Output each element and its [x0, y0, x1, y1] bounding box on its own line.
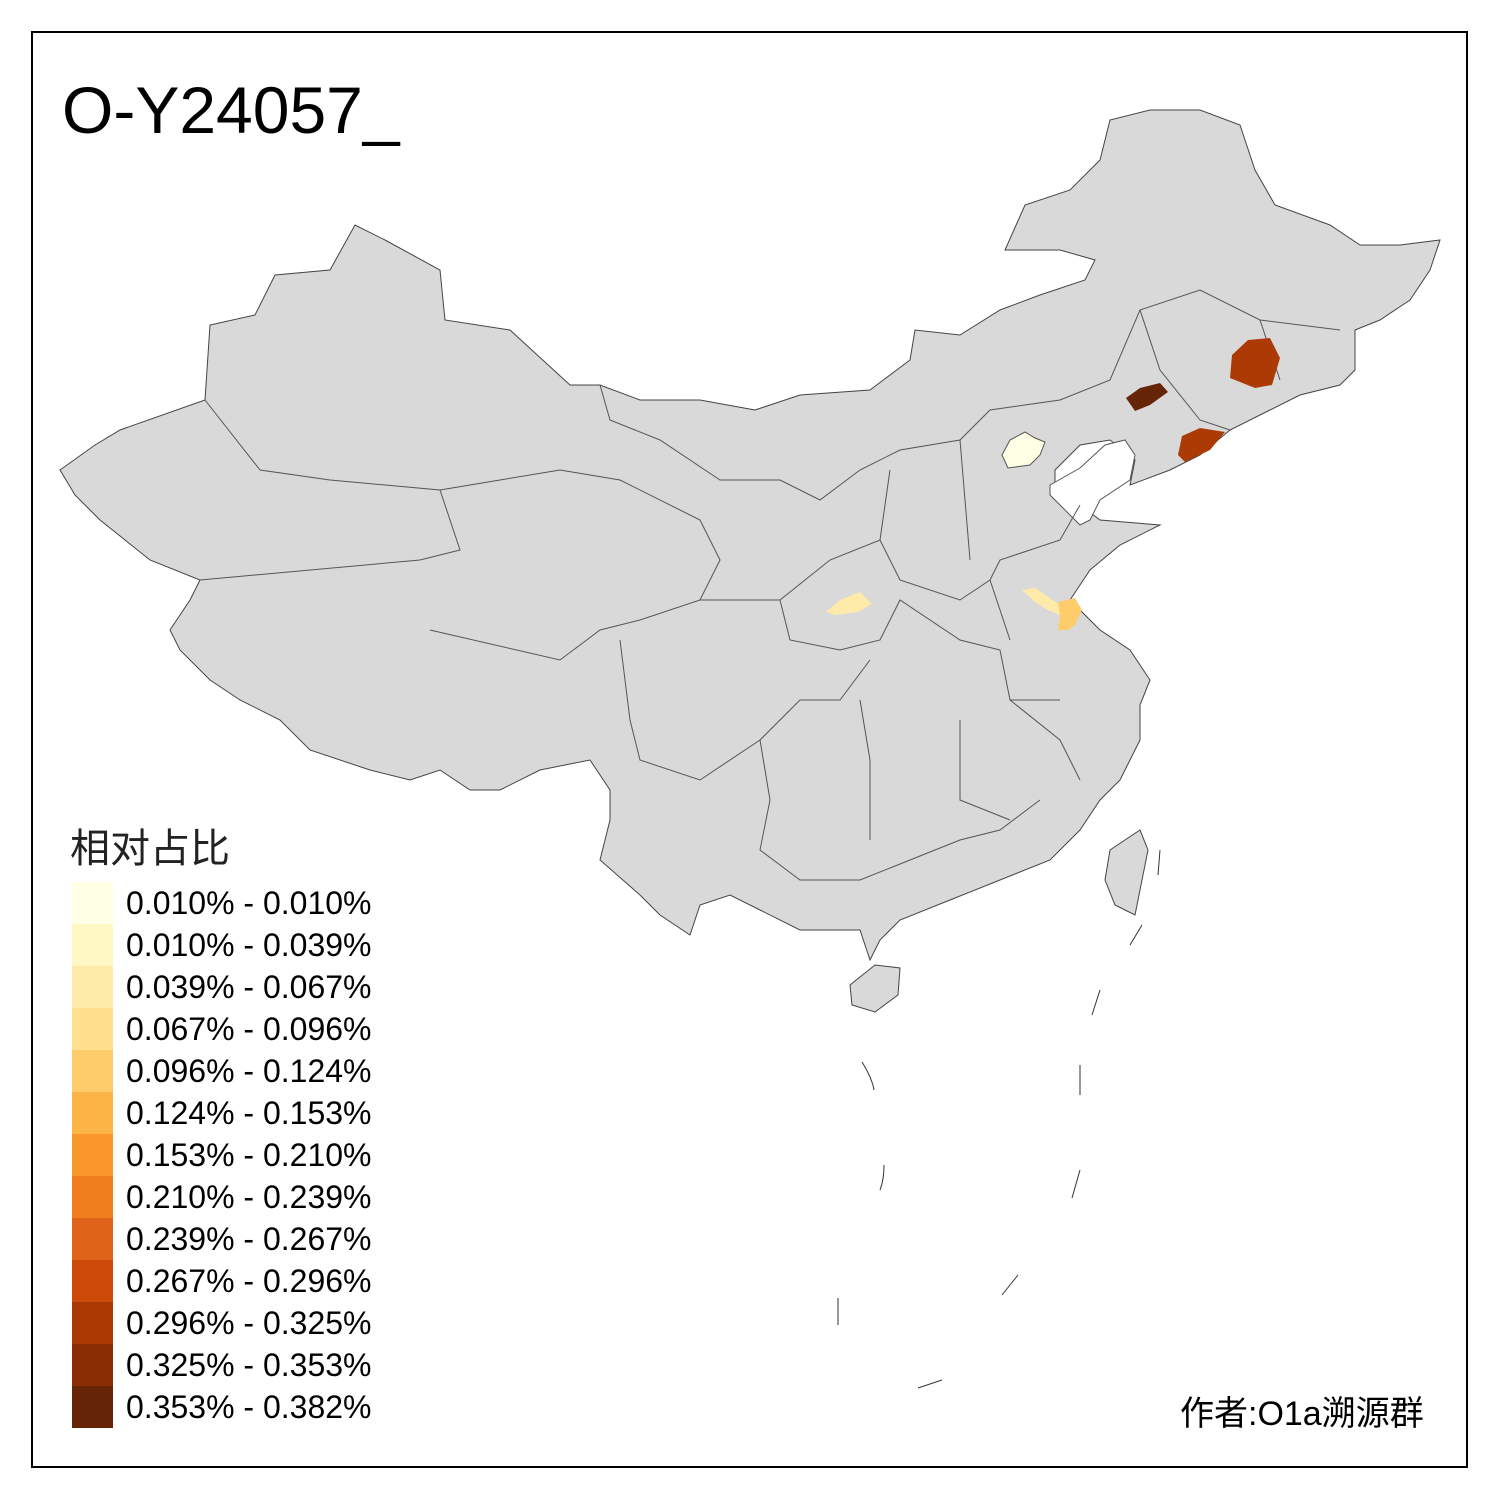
legend-title: 相对占比: [70, 827, 230, 871]
legend-swatch: [72, 966, 113, 1008]
legend-item: 0.124% - 0.153%: [72, 1092, 372, 1134]
legend-swatch: [72, 1344, 113, 1386]
legend-swatch: [72, 924, 113, 966]
legend-label: 0.325% - 0.353%: [126, 1346, 372, 1383]
legend-item: 0.010% - 0.010%: [72, 882, 372, 924]
legend-swatch: [72, 1386, 113, 1428]
legend-item: 0.096% - 0.124%: [72, 1050, 372, 1092]
taiwan-island: [1104, 829, 1149, 916]
legend-item: 0.267% - 0.296%: [72, 1260, 372, 1302]
legend-item: 0.067% - 0.096%: [72, 1008, 372, 1050]
legend-swatch: [72, 1092, 113, 1134]
legend-swatch: [72, 1218, 113, 1260]
legend-label: 0.067% - 0.096%: [126, 1010, 372, 1047]
legend-item: 0.010% - 0.039%: [72, 924, 372, 966]
region-fill: [1178, 428, 1225, 462]
legend-item: 0.210% - 0.239%: [72, 1176, 372, 1218]
province-borders: [199, 289, 1341, 881]
bohai-sea: [1049, 439, 1136, 526]
legend-swatch: [72, 1050, 113, 1092]
map-title: O-Y24057_: [62, 73, 400, 147]
legend-label: 0.096% - 0.124%: [126, 1052, 372, 1089]
legend-label: 0.010% - 0.010%: [126, 884, 372, 921]
legend-item: 0.325% - 0.353%: [72, 1344, 372, 1386]
legend-item: 0.153% - 0.210%: [72, 1134, 372, 1176]
author-credit: 作者:O1a溯源群: [1180, 1395, 1424, 1433]
legend-label: 0.010% - 0.039%: [126, 926, 372, 963]
legend-label: 0.353% - 0.382%: [126, 1388, 372, 1425]
highlighted-regions: [826, 338, 1280, 630]
legend-label: 0.239% - 0.267%: [126, 1220, 372, 1257]
region-fill: [1058, 598, 1082, 630]
region-fill: [1001, 431, 1046, 469]
region-fill: [1126, 383, 1168, 411]
legend-swatch: [72, 1176, 113, 1218]
map-frame: [31, 31, 1468, 1468]
legend-label: 0.267% - 0.296%: [126, 1262, 372, 1299]
south-china-sea-islands: [837, 849, 1161, 1389]
legend: 0.010% - 0.010% 0.010% - 0.039% 0.039% - 0…: [72, 882, 372, 1428]
legend-label: 0.153% - 0.210%: [126, 1136, 372, 1173]
legend-swatch: [72, 882, 113, 924]
legend-item: 0.353% - 0.382%: [72, 1386, 372, 1428]
legend-label: 0.039% - 0.067%: [126, 968, 372, 1005]
legend-swatch: [72, 1134, 113, 1176]
country-outline: [59, 109, 1441, 962]
legend-item: 0.039% - 0.067%: [72, 966, 372, 1008]
legend-item: 0.239% - 0.267%: [72, 1218, 372, 1260]
legend-swatch: [72, 1008, 113, 1050]
legend-swatch: [72, 1260, 113, 1302]
legend-label: 0.210% - 0.239%: [126, 1178, 372, 1215]
region-fill: [826, 592, 872, 615]
legend-label: 0.296% - 0.325%: [126, 1304, 372, 1341]
legend-item: 0.296% - 0.325%: [72, 1302, 372, 1344]
legend-swatch: [72, 1302, 113, 1344]
legend-label: 0.124% - 0.153%: [126, 1094, 372, 1131]
hainan-island: [849, 964, 901, 1013]
region-fill: [1022, 588, 1060, 615]
region-fill: [1230, 338, 1280, 388]
